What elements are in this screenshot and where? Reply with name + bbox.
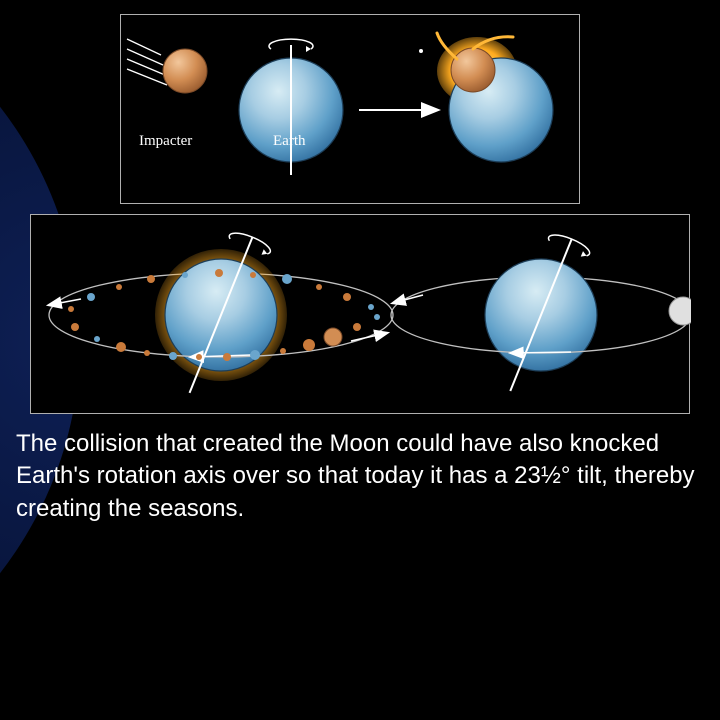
panel-bottom [30, 214, 690, 414]
scene-debris-ring [49, 216, 393, 414]
orbit-arrow-l1 [49, 299, 81, 305]
diagram-top [121, 15, 581, 205]
impacter-trail [127, 39, 167, 85]
caption-text: The collision that created the Moon coul… [16, 428, 704, 525]
label-impacter: Impacter [139, 133, 192, 150]
impacter-body [163, 49, 207, 93]
moon [669, 297, 691, 325]
earth-tilted-2 [458, 218, 623, 412]
diagram-bottom [31, 215, 691, 415]
rotation-arrowhead-1 [306, 46, 311, 52]
label-earth: Earth [273, 133, 305, 150]
scene-approach [127, 39, 343, 175]
orbit-arrow-r1 [393, 295, 423, 303]
orbit-arrow-l2 [351, 333, 387, 341]
impacter-hit [451, 48, 495, 92]
panel-top: Impacter Earth [120, 14, 580, 204]
scene-collision [437, 33, 553, 162]
orbit-arrow-r2 [511, 352, 571, 353]
scene-earth-moon [391, 218, 691, 412]
dot-marker [419, 49, 423, 53]
